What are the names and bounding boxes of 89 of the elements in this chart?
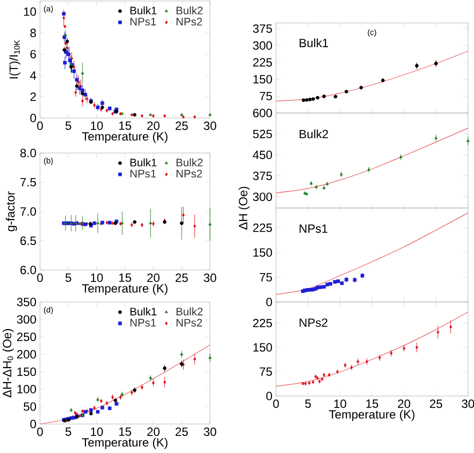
x-tick-label: 25 <box>176 428 188 436</box>
y-tick-label: 375 <box>252 172 272 180</box>
y-tick-label: 2 <box>30 92 36 101</box>
y-tick-label: 150 <box>253 248 272 257</box>
y-tick-label: 10 <box>24 7 36 16</box>
y-tick-label: 525 <box>253 130 272 138</box>
x-tick-label: 5 <box>65 122 72 130</box>
y-tick-label: 75 <box>260 92 272 100</box>
y-tick-label: 375 <box>252 24 272 33</box>
x-tick-label: 0 <box>37 274 43 282</box>
y-tick-label: 0 <box>266 392 272 400</box>
y-tick-label: 150 <box>253 343 272 352</box>
x-tick-label: 25 <box>430 400 442 408</box>
text: Bulk1 <box>300 38 328 48</box>
x-axis-title: Temperature (K) <box>329 410 414 421</box>
legend-label: NPs2 <box>176 170 202 178</box>
x-tick-label: 10 <box>90 428 103 436</box>
x-axis-title: Temperature (K) <box>82 284 168 295</box>
y-tick-label: 300 <box>16 315 36 324</box>
y-tick-label: 6.0 <box>20 266 36 274</box>
x-axis-title: Temperature (K) <box>82 438 168 449</box>
legend-label: NPs1 <box>130 170 156 178</box>
y-tick-label: 50 <box>24 402 36 411</box>
y-tick-label: 6.5 <box>20 236 36 245</box>
y-tick-label: 8 <box>30 28 36 38</box>
y-tick-label: 350 <box>16 298 36 306</box>
text: Bulk1 <box>130 158 156 166</box>
y-tick-label: 7.0 <box>20 207 36 216</box>
x-tick-label: 10 <box>90 274 103 282</box>
x-tick-label: 30 <box>204 428 216 436</box>
x-axis-title: Temperature (K) <box>82 132 168 143</box>
legend-label: Bulk2 <box>176 307 203 316</box>
y-axis-title: I(T)/I$_{10K}$ <box>9 40 20 78</box>
x-tick-label: 30 <box>462 400 474 408</box>
y-tick-label: 75 <box>260 368 272 376</box>
y-axis-title: ΔH (Oe) <box>238 186 250 230</box>
text: Bulk2 <box>300 130 328 138</box>
text: Bulk1 <box>130 307 156 316</box>
x-tick-label: 0 <box>37 122 43 130</box>
y-tick-label: 75 <box>260 273 272 282</box>
y-tick-label: 225 <box>253 58 272 67</box>
y-axis-title: ΔH-ΔH$_{0}$ (Oe) <box>2 329 14 398</box>
x-tick-label: 10 <box>334 400 346 408</box>
y-tick-label: 225 <box>253 224 272 232</box>
x-tick-label: 25 <box>176 274 188 282</box>
x-tick-label: 0 <box>273 400 279 408</box>
y-tick-label: 150 <box>17 367 36 376</box>
text: NPs1 <box>300 224 328 233</box>
y-tick-label: 8.0 <box>20 148 36 158</box>
x-tick-label: 20 <box>147 274 160 282</box>
y-axis-title: g-factor <box>6 191 18 232</box>
x-tick-label: 15 <box>119 428 132 436</box>
y-tick-label: 225 <box>253 318 272 328</box>
y-tick-label: 150 <box>253 75 272 84</box>
y-tick-label: 200 <box>17 350 36 359</box>
x-tick-label: 5 <box>65 428 72 436</box>
x-tick-label: 30 <box>204 274 216 282</box>
x-tick-label: 10 <box>90 122 103 130</box>
text: NPs2 <box>300 318 328 327</box>
y-tick-label: 300 <box>252 41 272 50</box>
x-tick-label: 20 <box>147 122 160 130</box>
x-tick-label: 25 <box>176 122 188 130</box>
y-tick-label: 4 <box>30 71 36 80</box>
x-tick-label: 15 <box>119 122 132 130</box>
legend-label: NPs2 <box>176 18 202 26</box>
y-tick-label: 6 <box>30 50 36 58</box>
legend-label: NPs1 <box>130 318 156 327</box>
y-tick-label: 600 <box>253 108 272 118</box>
x-tick-label: 15 <box>366 400 378 408</box>
text: Bulk1 <box>130 6 156 14</box>
y-tick-label: 250 <box>17 332 36 342</box>
legend-label: NPs1 <box>130 18 156 26</box>
y-tick-label: 450 <box>252 150 272 160</box>
y-tick-label: 0 <box>30 114 36 122</box>
legend-label: NPs2 <box>176 318 202 327</box>
y-tick-label: 7.5 <box>20 178 36 186</box>
y-tick-label: 300 <box>252 192 272 202</box>
x-tick-label: 5 <box>305 400 311 408</box>
x-tick-label: 15 <box>119 274 132 282</box>
y-tick-label: 100 <box>17 384 36 394</box>
x-tick-label: 20 <box>398 400 410 408</box>
x-tick-label: 0 <box>37 428 43 436</box>
legend-label: Bulk2 <box>176 158 203 166</box>
y-tick-label: 0 <box>30 420 36 428</box>
x-tick-label: 20 <box>147 428 160 436</box>
x-tick-label: 5 <box>65 274 72 282</box>
y-tick-label: 0 <box>266 298 272 306</box>
legend-label: Bulk2 <box>176 6 203 14</box>
x-tick-label: 30 <box>204 122 216 130</box>
